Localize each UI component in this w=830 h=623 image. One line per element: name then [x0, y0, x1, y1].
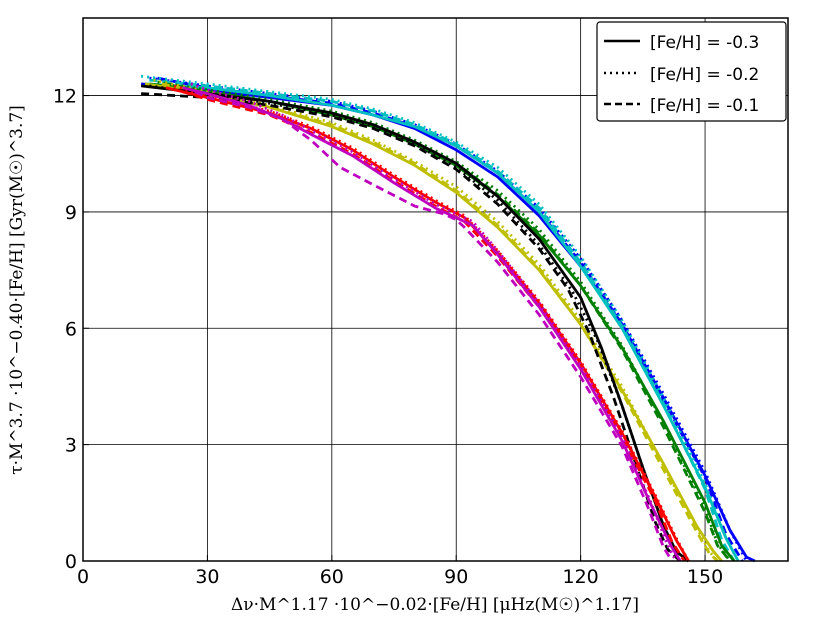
y-tick-label: 0: [65, 551, 77, 573]
legend-box: [596, 21, 787, 122]
y-tick-label: 9: [65, 202, 77, 224]
legend-label-feh-0.3: [Fe/H] = -0.3: [650, 33, 759, 53]
series-line-1: [149, 76, 748, 562]
series-line-0: [140, 82, 756, 563]
legend-label-feh-0.1: [Fe/H] = -0.1: [650, 96, 759, 116]
series-line-8: [165, 82, 731, 562]
ticks: 0 30 60 90 120 150 0 3 6 9 12: [53, 86, 723, 588]
series-line-2: [157, 76, 744, 562]
legend: [Fe/H] = -0.3 [Fe/H] = -0.2 [Fe/H] = -0.…: [596, 21, 787, 122]
plot-frame: [82, 17, 789, 562]
x-tick-label: 0: [77, 566, 89, 588]
series-line-4: [140, 74, 740, 562]
legend-label-feh-0.2: [Fe/H] = -0.2: [650, 65, 759, 85]
x-tick-label: 60: [320, 566, 344, 588]
series-layer: [140, 74, 756, 563]
series-line-19: [190, 82, 678, 562]
y-tick-label: 3: [65, 435, 77, 457]
series-line-13: [149, 84, 690, 563]
x-tick-label: 90: [444, 566, 468, 588]
series-line-20: [194, 90, 674, 562]
y-tick-label: 12: [53, 86, 77, 108]
x-tick-label: 120: [563, 566, 599, 588]
y-axis-label: τ·M^3.7 ·10^−0.40·[Fe/H] [Gyr(M☉)^3.7]: [7, 105, 27, 475]
x-axis-label: Δν·M^1.17 ·10^−0.02·[Fe/H] [μHz(M☉)^1.17…: [231, 595, 639, 615]
y-tick-label: 6: [65, 318, 77, 340]
x-tick-label: 150: [687, 566, 723, 588]
series-line-12: [140, 84, 690, 563]
series-line-5: [149, 78, 736, 562]
series-line-15: [165, 86, 690, 562]
series-line-10: [153, 78, 719, 562]
series-line-11: [161, 82, 719, 563]
x-tick-label: 30: [195, 566, 219, 588]
series-line-16: [173, 84, 690, 562]
